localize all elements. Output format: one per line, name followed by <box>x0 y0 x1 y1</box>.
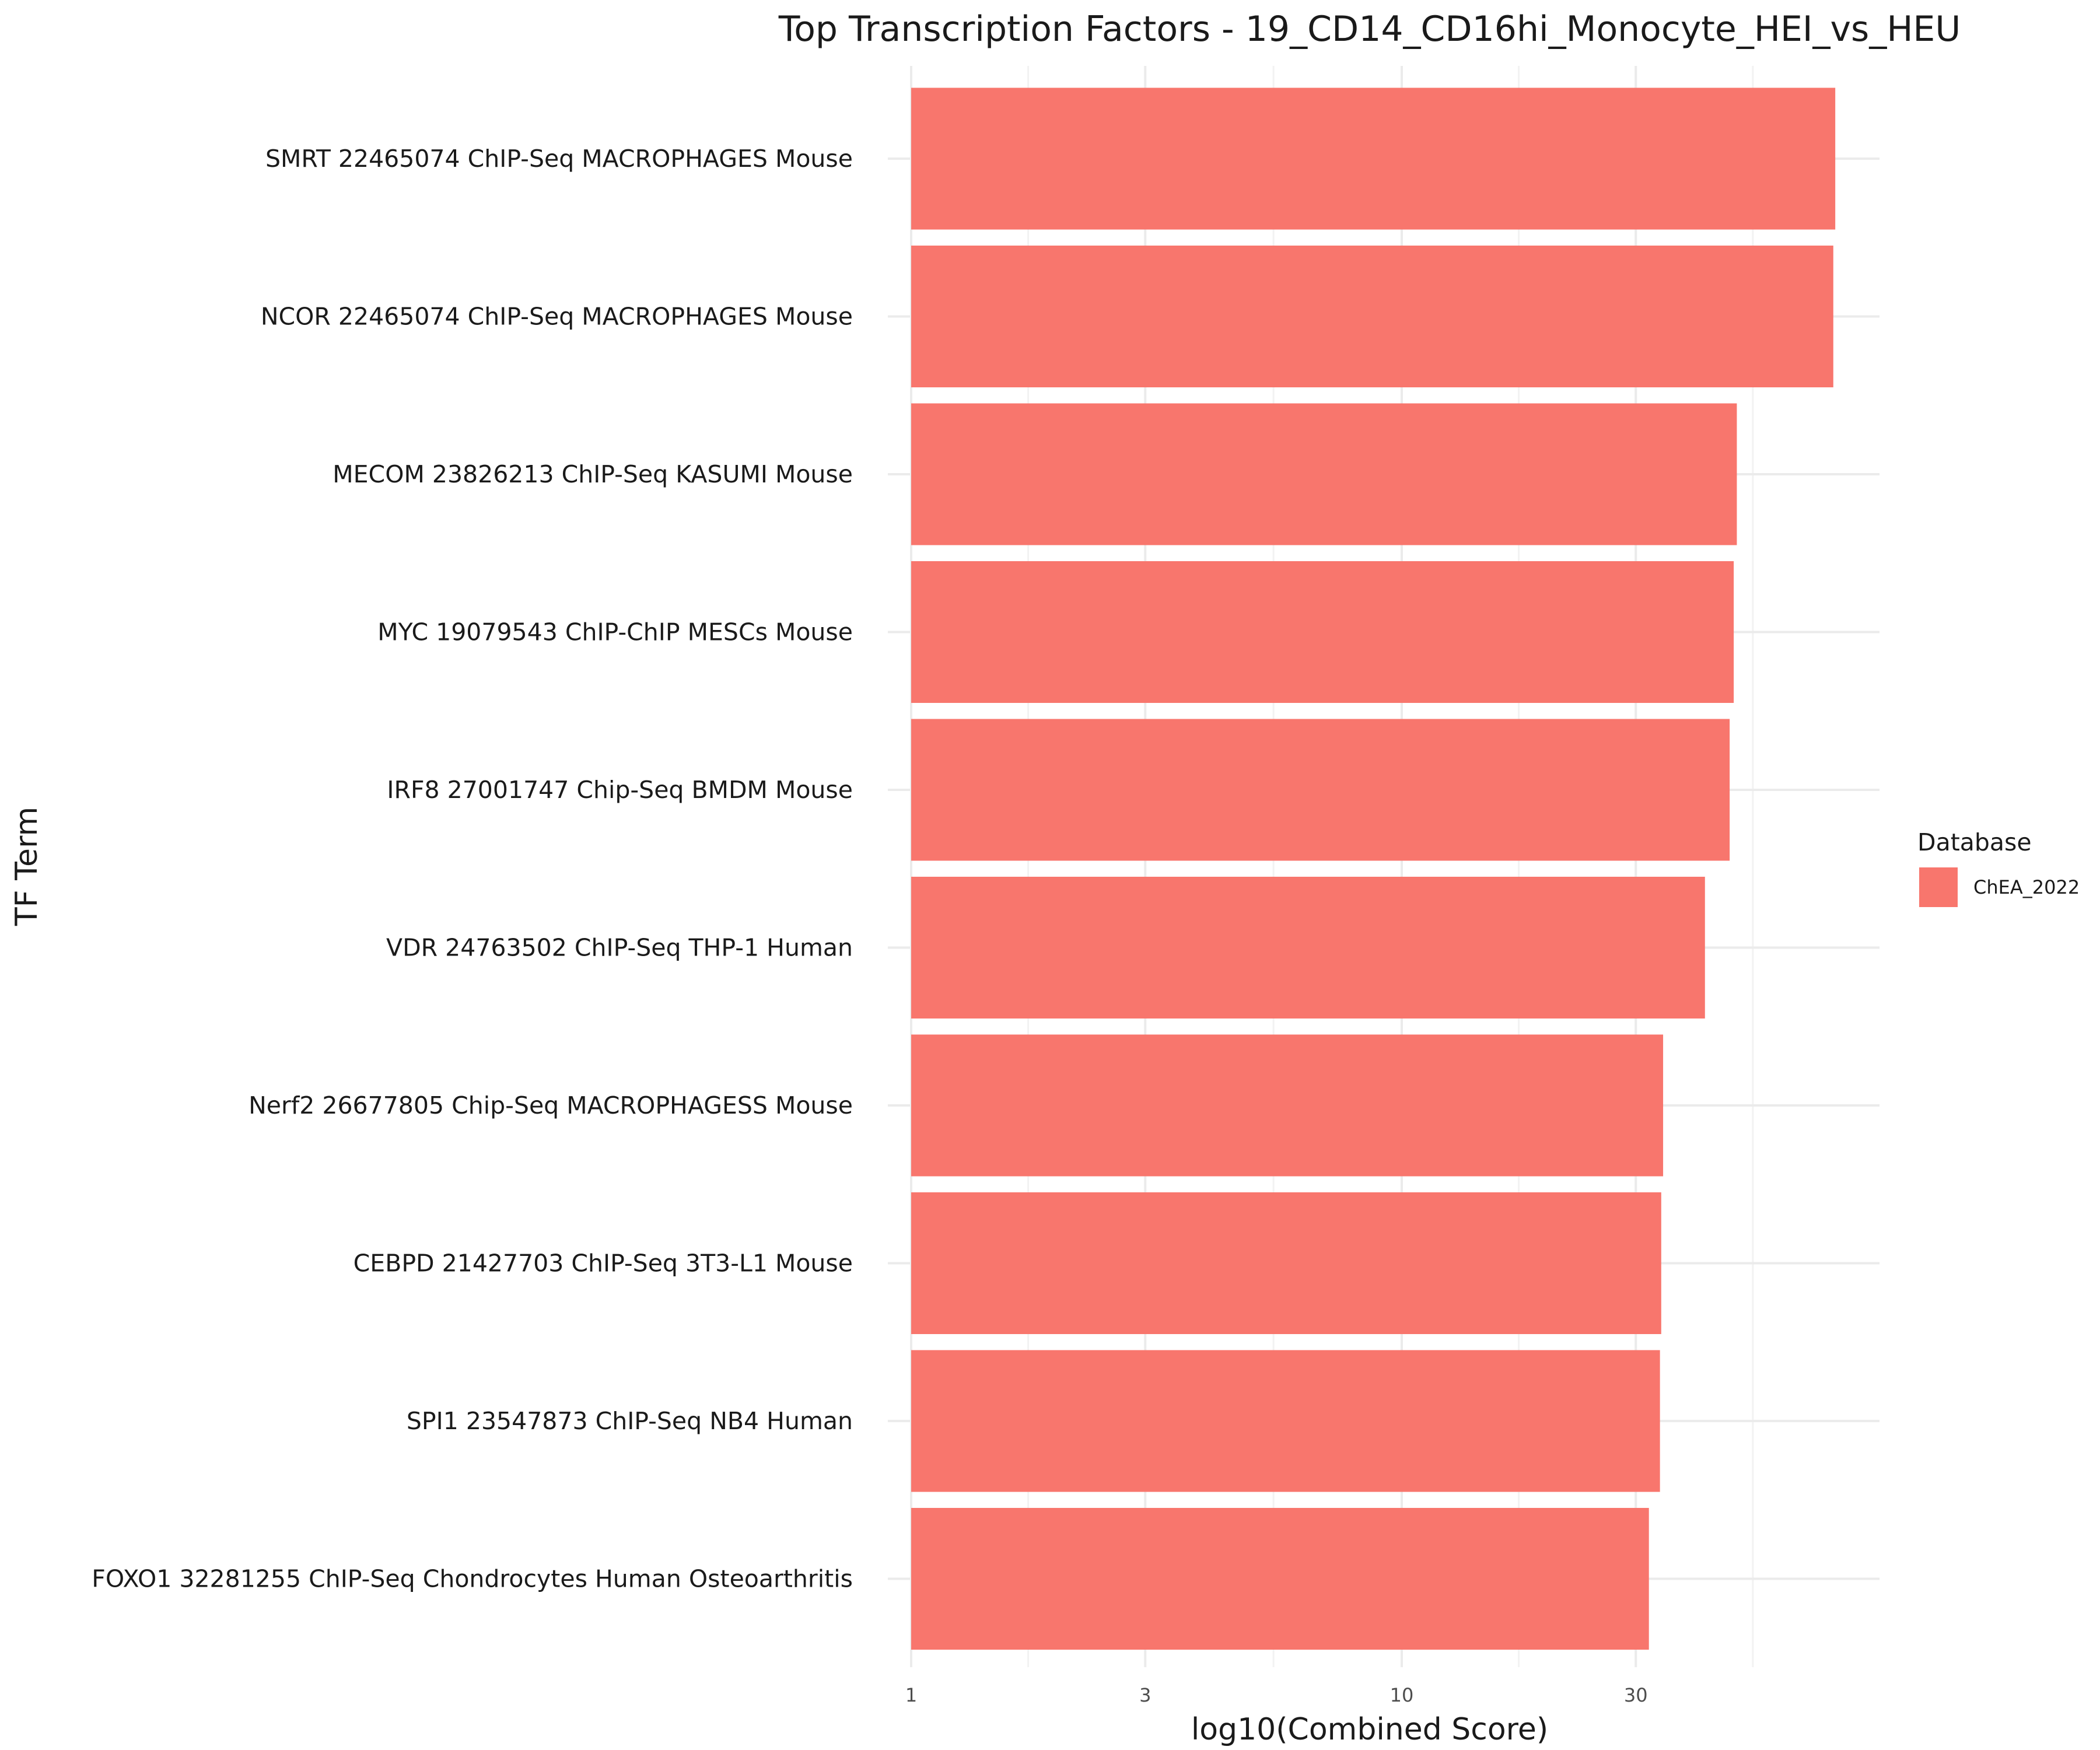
legend-label: ChEA_2022 <box>1973 876 2080 898</box>
y-tick-label: SPI1 23547873 ChIP-Seq NB4 Human <box>407 1407 853 1435</box>
x-tick-label: 30 <box>1624 1684 1648 1706</box>
bar <box>911 561 1734 703</box>
y-tick-label: SMRT 22465074 ChIP-Seq MACROPHAGES Mouse <box>265 145 853 173</box>
legend-title: Database <box>1917 828 2032 856</box>
x-tick-label: 1 <box>905 1684 917 1706</box>
legend-swatch <box>1919 867 1958 907</box>
y-tick-label: IRF8 27001747 Chip-Seq BMDM Mouse <box>387 776 853 804</box>
bar <box>911 246 1833 387</box>
legend: Database ChEA_2022 <box>1917 828 2080 907</box>
y-tick-label: FOXO1 32281255 ChIP-Seq Chondrocytes Hum… <box>92 1565 853 1593</box>
y-tick-label: NCOR 22465074 ChIP-Seq MACROPHAGES Mouse <box>261 303 853 331</box>
bar <box>911 1508 1649 1650</box>
y-tick-label: Nerf2 26677805 Chip-Seq MACROPHAGESS Mou… <box>249 1091 853 1119</box>
bar <box>911 88 1836 230</box>
bar <box>911 1034 1664 1177</box>
y-tick-label: VDR 24763502 ChIP-Seq THP-1 Human <box>386 934 853 962</box>
bar <box>911 877 1705 1019</box>
bar <box>911 1192 1661 1334</box>
x-tick-label: 3 <box>1139 1684 1151 1706</box>
y-axis-title: TF Term <box>9 807 44 926</box>
bar <box>911 403 1737 545</box>
bar <box>911 719 1730 861</box>
y-tick-labels: SMRT 22465074 ChIP-Seq MACROPHAGES Mouse… <box>92 145 853 1593</box>
y-tick-label: MYC 19079543 ChIP-ChIP MESCs Mouse <box>377 618 853 646</box>
bar <box>911 1350 1660 1492</box>
x-axis-title: log10(Combined Score) <box>1191 1712 1548 1747</box>
x-tick-label: 10 <box>1390 1684 1414 1706</box>
chart-title: Top Transcription Factors - 19_CD14_CD16… <box>778 9 1961 50</box>
y-tick-label: CEBPD 21427703 ChIP-Seq 3T3-L1 Mouse <box>354 1250 853 1278</box>
y-tick-label: MECOM 23826213 ChIP-Seq KASUMI Mouse <box>332 460 853 488</box>
bar-group <box>911 88 1836 1650</box>
x-tick-labels: 1 3 10 30 <box>905 1684 1648 1706</box>
